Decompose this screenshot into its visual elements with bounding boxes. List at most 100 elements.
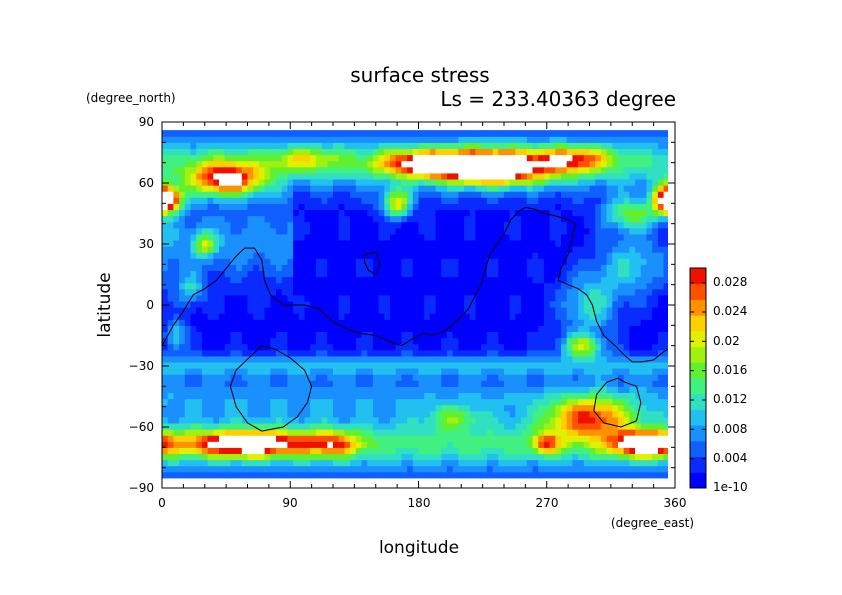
heatmap-cell [429,160,437,168]
heatmap-cell [167,172,174,180]
heatmap-cell [344,197,351,204]
heatmap-cell [452,136,459,143]
heatmap-cell [464,203,471,211]
heatmap-cell [241,264,249,272]
heatmap-cell [481,465,488,473]
heatmap-cell [327,221,334,229]
heatmap-cell [276,203,283,211]
heatmap-cell [504,166,511,174]
heatmap-cell [207,429,214,436]
heatmap-cell [293,130,300,137]
heatmap-cell [333,331,340,339]
heatmap-cell [276,209,283,217]
heatmap-cell [412,380,420,387]
heatmap-cell [412,368,420,375]
heatmap-cell [618,300,625,308]
heatmap-cell [407,288,414,296]
heatmap-cell [327,185,334,192]
heatmap-cell [458,404,465,412]
heatmap-cell [361,465,368,473]
heatmap-cell [623,215,630,223]
heatmap-cell [407,276,414,284]
heatmap-cell [640,270,648,278]
heatmap-cell [618,368,625,375]
heatmap-cell [361,172,368,180]
heatmap-cell [264,227,271,235]
heatmap-cell [338,246,345,253]
heatmap-cell [298,154,306,162]
heatmap-cell [384,178,391,186]
heatmap-cell [338,447,345,455]
heatmap-cell [549,258,556,265]
heatmap-cell [424,355,431,363]
heatmap-cell [241,416,249,424]
heatmap-cell [247,453,254,461]
heatmap-cell [589,209,596,217]
heatmap-cell [498,343,505,351]
heatmap-cell [469,422,477,430]
heatmap-cell [304,349,311,357]
heatmap-cell [196,233,203,241]
heatmap-cell [521,368,528,375]
heatmap-cell [310,239,317,247]
heatmap-cell [452,246,459,253]
heatmap-cell [219,386,226,394]
heatmap-cell [481,191,488,198]
heatmap-cell [338,331,345,339]
heatmap-cell [241,380,249,387]
heatmap-cell [606,368,613,375]
heatmap-cell [378,282,385,290]
heatmap-cell [298,313,306,320]
heatmap-cell [464,368,471,375]
heatmap-cell [600,404,608,412]
heatmap-cell [635,319,642,326]
heatmap-cell [321,325,328,333]
heatmap-cell [578,361,585,369]
heatmap-cell [549,239,556,247]
heatmap-cell [179,264,186,272]
heatmap-cell [173,142,180,150]
heatmap-cell [646,246,653,253]
heatmap-cell [555,307,562,314]
heatmap-cell [492,325,499,333]
heatmap-cell [515,154,522,162]
heatmap-cell [264,374,271,381]
heatmap-cell [646,178,653,186]
heatmap-cell [219,404,226,412]
heatmap-cell [338,209,345,217]
heatmap-cell [298,459,306,467]
heatmap-cell [213,392,220,400]
heatmap-cell [509,209,516,217]
heatmap-cell [401,227,408,235]
heatmap-cell [515,142,522,150]
heatmap-cell [549,337,556,345]
heatmap-cell [646,276,653,284]
heatmap-cell [378,368,385,375]
heatmap-cell [578,386,585,394]
heatmap-cell [578,142,585,150]
heatmap-cell [640,349,648,357]
heatmap-cell [395,355,402,363]
heatmap-cell [270,343,277,351]
heatmap-cell [475,178,482,186]
heatmap-cell [521,453,528,461]
heatmap-cell [344,221,351,229]
heatmap-cell [578,435,585,442]
heatmap-cell [407,203,414,211]
heatmap-cell [498,227,505,235]
heatmap-cell [173,239,180,247]
heatmap-cell [407,294,414,302]
heatmap-cell [561,246,568,253]
heatmap-cell [452,459,459,467]
heatmap-cell [538,392,545,400]
heatmap-cell [224,191,231,198]
heatmap-cell [310,209,317,217]
heatmap-cell [561,355,568,363]
heatmap-cell [481,398,488,406]
heatmap-cell [310,355,317,363]
heatmap-cell [378,239,385,247]
heatmap-cell [418,337,425,345]
heatmap-cell [264,422,271,430]
heatmap-cell [207,264,214,272]
heatmap-cell [298,337,306,345]
